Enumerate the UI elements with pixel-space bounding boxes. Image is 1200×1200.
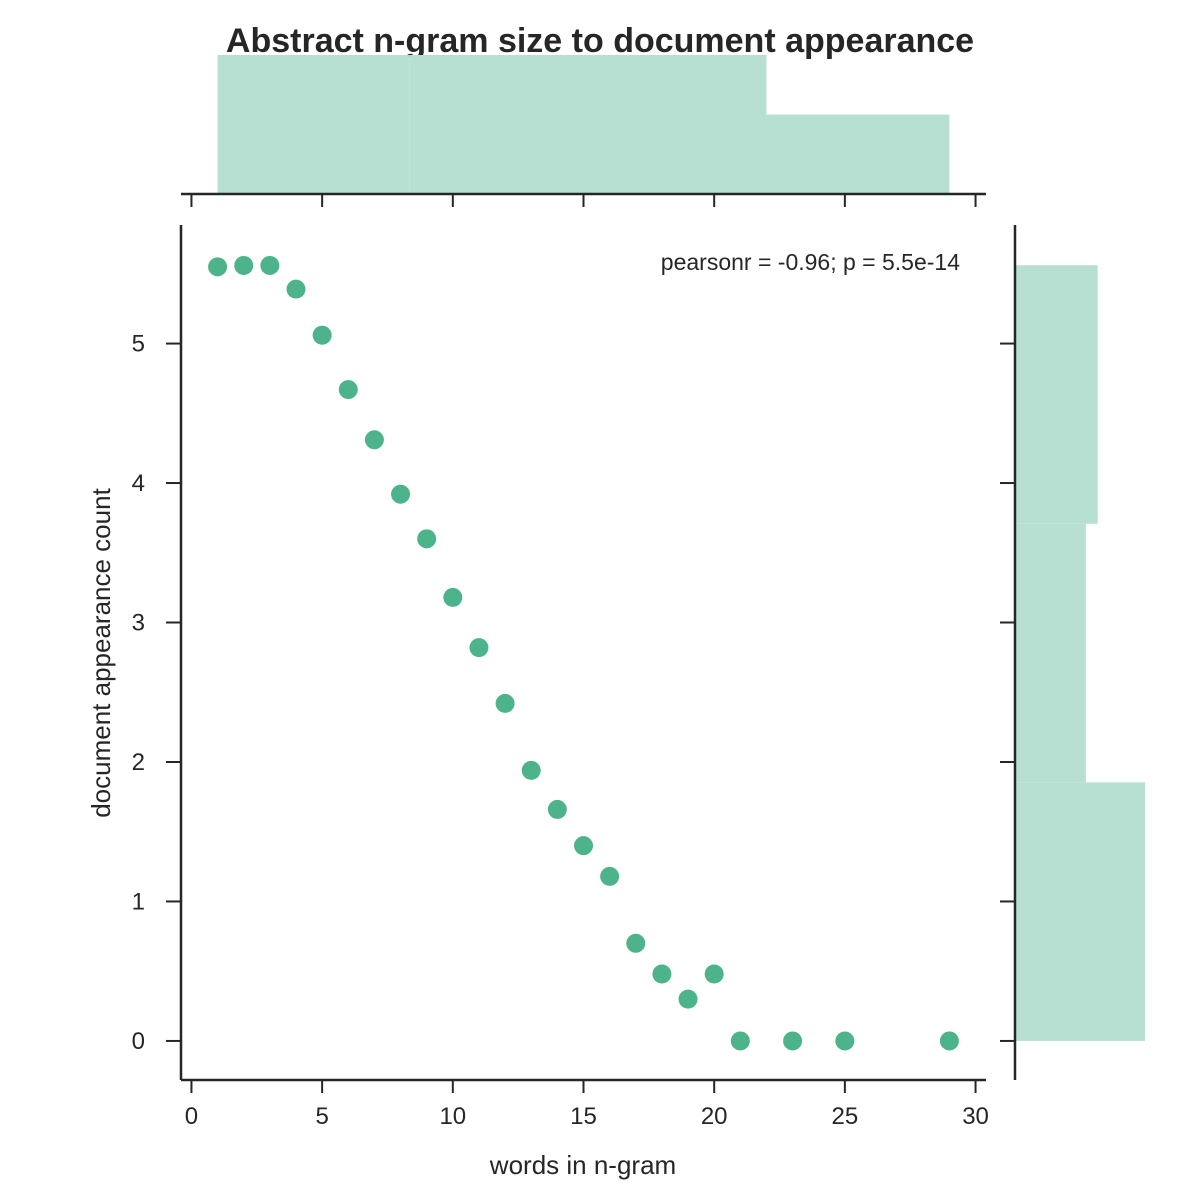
scatter-point [443, 587, 463, 607]
scatter-point [730, 1031, 750, 1051]
scatter-point [260, 255, 280, 275]
y-tick-label: 0 [132, 1028, 145, 1055]
x-tick-label: 15 [570, 1103, 597, 1130]
scatter-point [678, 989, 698, 1009]
x-hist-bar [766, 114, 950, 194]
scatter-point [208, 257, 228, 277]
scatter-point [495, 693, 515, 713]
scatter-point [469, 638, 489, 658]
chart-title: Abstract n-gram size to document appeara… [226, 22, 974, 60]
y-tick-label: 2 [132, 749, 145, 776]
scatter-point [521, 760, 541, 780]
y-tick-label: 5 [132, 331, 145, 358]
x-tick-label: 5 [315, 1103, 328, 1130]
y-tick-label: 3 [132, 610, 145, 637]
scatter-point [652, 964, 672, 984]
y-tick-label: 4 [132, 470, 145, 497]
y-tick-label: 1 [132, 888, 145, 915]
scatter-point [391, 484, 411, 504]
scatter-point [234, 255, 254, 275]
scatter-point [286, 279, 306, 299]
x-hist-bar [601, 55, 767, 194]
x-axis-label: words in n-gram [489, 1150, 676, 1180]
y-hist-bar [1015, 265, 1098, 524]
x-hist-bar [409, 55, 602, 194]
y-marginal-histogram [1000, 225, 1145, 1080]
x-marginal-histogram [181, 55, 986, 207]
scatter-point [939, 1031, 959, 1051]
scatter-point [417, 529, 437, 549]
scatter-point [364, 430, 384, 450]
pearson-annotation: pearsonr = -0.96; p = 5.5e-14 [661, 249, 960, 275]
scatter-points [208, 255, 959, 1051]
y-hist-bar [1015, 782, 1145, 1041]
x-tick-label: 30 [962, 1103, 989, 1130]
x-tick-label: 20 [701, 1103, 728, 1130]
scatter-point [704, 964, 724, 984]
x-hist-bar [217, 55, 410, 194]
y-axis-label: document appearance count [86, 487, 116, 817]
y-hist-bar [1015, 523, 1086, 783]
scatter-point [547, 799, 567, 819]
x-tick-label: 25 [832, 1103, 859, 1130]
x-tick-label: 0 [185, 1103, 198, 1130]
scatter-point [338, 380, 358, 400]
scatter-point [783, 1031, 803, 1051]
scatter-point [574, 836, 593, 856]
scatter-point [600, 866, 620, 886]
scatter-point [626, 933, 646, 953]
scatter-point [835, 1031, 855, 1051]
scatter-point [312, 325, 332, 345]
main-axes: 0 5 10 15 20 25 30 0 1 2 3 4 5 [132, 225, 989, 1130]
x-tick-label: 10 [439, 1103, 466, 1130]
